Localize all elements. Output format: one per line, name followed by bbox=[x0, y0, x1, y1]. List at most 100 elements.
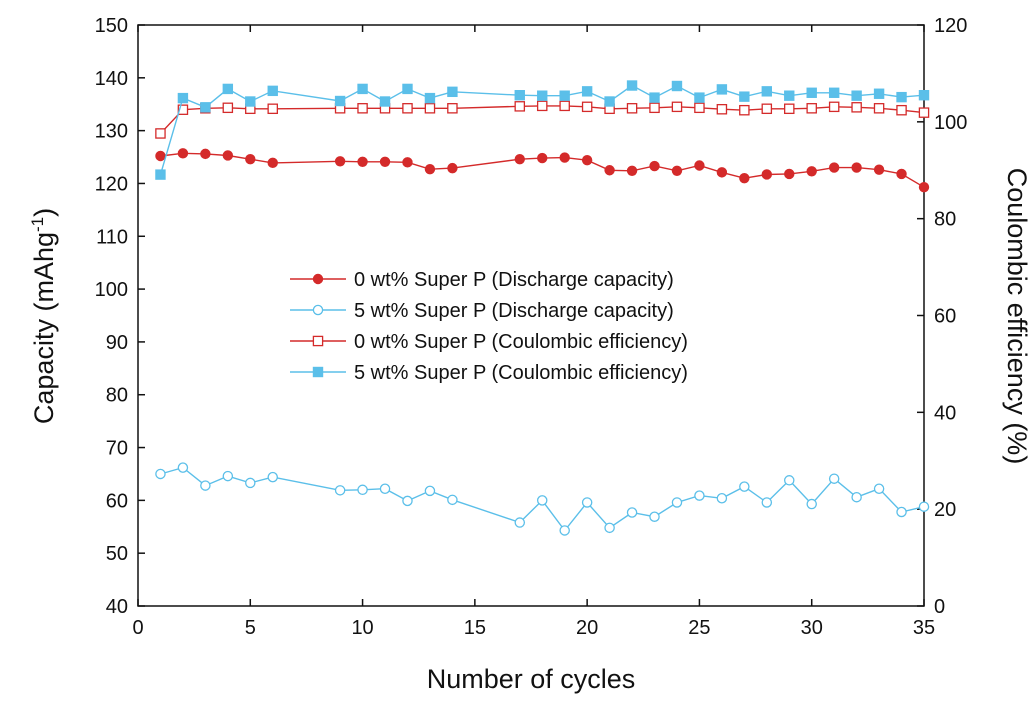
series-2-point bbox=[177, 462, 189, 473]
series-4-point bbox=[896, 91, 907, 103]
x-axis-title: Number of cycles bbox=[427, 664, 636, 694]
series-2-point bbox=[626, 507, 638, 518]
series-3-point bbox=[626, 103, 638, 114]
series-4-point bbox=[761, 86, 773, 97]
left-y-tick-label: 120 bbox=[95, 173, 128, 195]
series-4-point bbox=[626, 80, 638, 91]
series-1-point bbox=[671, 165, 683, 176]
legend-marker bbox=[312, 335, 324, 347]
series-4-point bbox=[200, 102, 211, 113]
series-3-point bbox=[267, 103, 278, 115]
legend-label: 0 wt% Super P (Discharge capacity) bbox=[354, 269, 674, 291]
series-3-point bbox=[761, 103, 773, 115]
series-4-point bbox=[424, 92, 436, 104]
left-y-tick-label: 80 bbox=[106, 385, 128, 407]
right-y-tick-label: 80 bbox=[934, 209, 956, 231]
series-1-point bbox=[537, 152, 548, 164]
x-tick-label: 25 bbox=[688, 617, 710, 639]
series-1-point bbox=[514, 153, 525, 165]
series-2-point bbox=[424, 485, 436, 497]
series-2-point bbox=[649, 511, 660, 522]
series-1-point bbox=[896, 168, 907, 180]
series-2-point bbox=[828, 473, 840, 484]
series-1-point bbox=[559, 152, 570, 163]
series-4-point bbox=[447, 86, 458, 98]
series-4-point bbox=[402, 83, 413, 95]
series-3-point bbox=[424, 103, 436, 114]
x-tick-label: 0 bbox=[132, 617, 143, 639]
series-1-point bbox=[649, 160, 660, 172]
series-1-point bbox=[761, 169, 773, 180]
series-1-point bbox=[222, 150, 234, 161]
series-3 bbox=[155, 100, 930, 139]
left-y-axis-title-close: ) bbox=[29, 208, 59, 217]
series-1-point bbox=[334, 156, 346, 167]
x-tick-label: 5 bbox=[245, 617, 256, 639]
series-4-point bbox=[851, 90, 862, 101]
series-layer bbox=[155, 80, 930, 536]
series-1-point bbox=[357, 156, 368, 167]
series-3-point bbox=[447, 103, 458, 114]
left-y-tick-label: 140 bbox=[95, 68, 128, 90]
series-3-point bbox=[559, 100, 570, 112]
left-y-tick-label: 60 bbox=[106, 490, 128, 512]
series-2-point bbox=[918, 501, 930, 512]
left-y-tick-label: 70 bbox=[106, 438, 128, 460]
series-4-point bbox=[739, 91, 750, 102]
series-3-point bbox=[357, 103, 368, 114]
series-2-point bbox=[671, 497, 683, 508]
legend: 0 wt% Super P (Discharge capacity) 5 wt% … bbox=[290, 269, 688, 384]
series-1-point bbox=[806, 166, 817, 177]
series-3-point bbox=[649, 102, 660, 114]
left-y-tick-label: 100 bbox=[95, 279, 128, 301]
series-3-point bbox=[402, 103, 413, 114]
left-y-tick-label: 150 bbox=[95, 15, 128, 37]
series-4-point bbox=[671, 80, 683, 92]
legend-marker bbox=[312, 366, 324, 378]
series-1-point bbox=[200, 148, 211, 160]
right-y-tick-label: 100 bbox=[934, 112, 967, 134]
series-3-point bbox=[694, 102, 705, 114]
series-1-point bbox=[873, 164, 885, 175]
series-1-point bbox=[245, 153, 256, 165]
series-3-point bbox=[784, 103, 795, 115]
series-1-point bbox=[739, 172, 750, 184]
series-1-point bbox=[626, 165, 638, 176]
legend-marker bbox=[312, 273, 324, 285]
right-y-axis-title: Coulombic efficiency (%) bbox=[1002, 168, 1032, 465]
series-1-point bbox=[604, 165, 615, 176]
left-y-tick-label: 110 bbox=[96, 226, 128, 248]
series-4-point bbox=[694, 92, 705, 103]
series-1-point bbox=[424, 163, 436, 175]
series-1-point bbox=[177, 148, 189, 159]
series-2-point bbox=[357, 484, 368, 496]
series-2-point bbox=[536, 495, 548, 506]
right-y-tick-label: 40 bbox=[934, 402, 956, 424]
right-y-tick-label: 120 bbox=[934, 15, 967, 37]
x-tick-label: 30 bbox=[801, 617, 823, 639]
left-y-tick-label: 40 bbox=[106, 596, 128, 618]
series-1-point bbox=[828, 162, 840, 173]
series-2-point bbox=[514, 517, 526, 528]
legend-label: 5 wt% Super P (Discharge capacity) bbox=[354, 300, 674, 322]
left-y-axis-title-sup: -1 bbox=[28, 217, 47, 232]
series-4-point bbox=[649, 92, 660, 103]
series-2-point bbox=[559, 525, 570, 536]
series-3-point bbox=[828, 101, 840, 113]
series-4-point bbox=[222, 83, 234, 95]
series-3-point bbox=[671, 101, 683, 113]
series-4-point bbox=[245, 96, 256, 107]
series-3-point bbox=[851, 102, 862, 113]
left-y-tick-label: 50 bbox=[106, 543, 128, 565]
series-2-point bbox=[245, 477, 256, 489]
series-1-point bbox=[716, 167, 728, 178]
series-3-point bbox=[155, 128, 166, 139]
series-3-point bbox=[806, 103, 817, 114]
series-4-point bbox=[267, 85, 278, 97]
legend-label: 0 wt% Super P (Coulombic efficiency) bbox=[354, 331, 688, 353]
right-y-tick-label: 0 bbox=[934, 596, 945, 618]
series-1-point bbox=[581, 155, 593, 166]
series-3-point bbox=[536, 100, 548, 112]
series-2-point bbox=[896, 506, 907, 518]
series-1-point bbox=[402, 157, 413, 168]
